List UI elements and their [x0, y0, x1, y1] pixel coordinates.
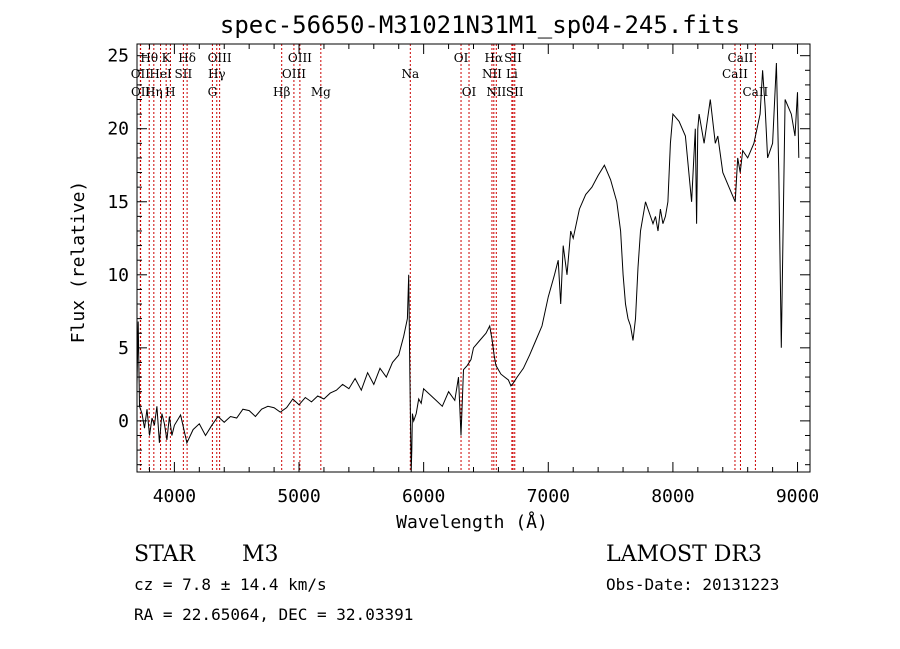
obs-date: Obs-Date: 20131223: [606, 575, 779, 594]
x-tick-label: 5000: [277, 486, 320, 507]
x-tick-label: 8000: [651, 486, 694, 507]
x-tick-label: 4000: [153, 486, 196, 507]
line-label: NII: [486, 85, 506, 99]
line-label: K: [162, 51, 172, 65]
line-label: Li: [506, 67, 518, 81]
y-tick-label: 25: [107, 46, 129, 67]
object-class: STAR: [134, 542, 196, 567]
y-tick-label: 10: [107, 265, 129, 286]
object-subclass: M3: [242, 542, 279, 567]
line-label: HeI: [149, 67, 172, 81]
line-label: Hα: [485, 51, 504, 65]
y-tick-label: 0: [118, 411, 129, 432]
survey-name: LAMOST DR3: [606, 542, 762, 567]
coordinates: RA = 22.65064, DEC = 32.03391: [134, 605, 413, 624]
line-label: Na: [401, 67, 419, 81]
line-label: Hη: [145, 85, 163, 99]
y-axis-label: Flux (relative): [68, 181, 89, 344]
line-label: SII: [175, 67, 193, 81]
chart-title: spec-56650-M31021N31M1_sp04-245.fits: [220, 11, 740, 39]
line-label: Hβ: [273, 85, 290, 99]
line-label: OII: [131, 85, 151, 99]
line-label: OII: [131, 67, 151, 81]
line-label: SII: [504, 51, 522, 65]
line-label: OIII: [282, 67, 306, 81]
y-axis-ticks: 0 5 10 15 20 25: [107, 46, 810, 466]
line-label: Mg: [311, 85, 331, 99]
line-label: NII: [482, 67, 502, 81]
line-label: G: [208, 85, 218, 99]
line-label: CaII: [722, 67, 748, 81]
x-tick-label: 6000: [402, 486, 445, 507]
line-label: Hγ: [208, 67, 226, 81]
line-label: Hδ: [178, 51, 196, 65]
spectrum-line: [136, 62, 800, 473]
line-label: CaII: [728, 51, 754, 65]
x-tick-label: 7000: [527, 486, 570, 507]
x-tick-label: 9000: [776, 486, 819, 507]
line-label: OI: [462, 85, 477, 99]
line-label: H: [165, 85, 175, 99]
x-axis-label: Wavelength (Å): [396, 511, 548, 533]
line-label: OIII: [208, 51, 232, 65]
y-tick-label: 20: [107, 119, 129, 140]
y-tick-label: 5: [118, 338, 129, 359]
redshift-cz: cz = 7.8 ± 14.4 km/s: [134, 575, 327, 594]
y-tick-label: 15: [107, 192, 129, 213]
spectral-line-markers: [139, 44, 756, 472]
line-label: SII: [506, 85, 524, 99]
line-label: Hθ: [140, 51, 158, 65]
line-label: OI: [454, 51, 469, 65]
line-label: OIII: [288, 51, 312, 65]
x-axis-ticks: 4000 5000 6000 7000 8000 9000: [148, 44, 819, 507]
